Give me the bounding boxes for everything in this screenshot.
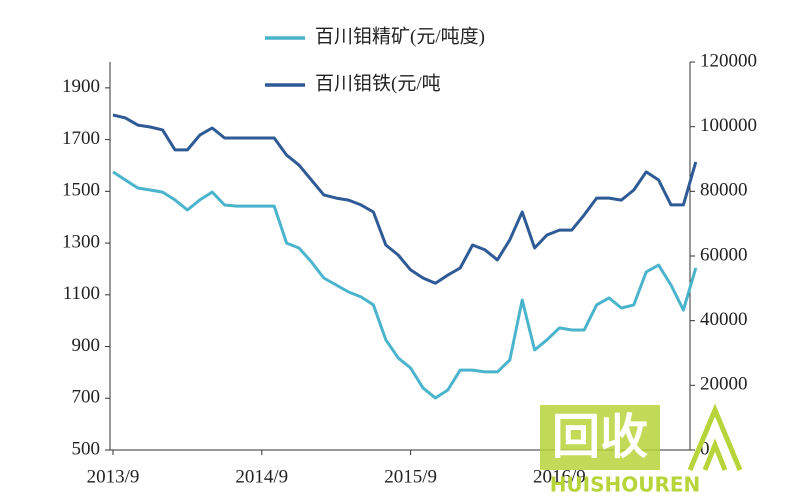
x-tick-label: 2014/9 [235, 466, 288, 487]
y2-tick-label: 100000 [700, 115, 757, 136]
watermark-text: HUISHOUREN [550, 473, 701, 497]
y-tick-label: 900 [72, 335, 101, 356]
y2-tick-label: 40000 [700, 309, 748, 330]
y-tick-label: 1100 [63, 283, 100, 304]
watermark-logo: 回收 [552, 409, 648, 465]
y2-tick-label: 120000 [700, 50, 757, 71]
watermark-box [540, 405, 660, 470]
y-tick-label: 1500 [62, 180, 100, 201]
y2-tick-label: 20000 [700, 374, 748, 395]
x-tick-label: 2016/9 [533, 466, 586, 487]
watermark-icon [687, 403, 743, 471]
y-tick-label: 500 [72, 438, 101, 459]
series-line [112, 113, 698, 285]
legend-label: 百川钼精矿(元/吨度) [315, 25, 485, 47]
y2-tick-label: 80000 [700, 180, 748, 201]
x-tick-label: 2015/9 [384, 466, 437, 487]
y2-tick-label: 0 [700, 438, 710, 459]
legend-label: 百川钼铁(元/吨 [315, 72, 441, 94]
y2-tick-label: 60000 [700, 244, 748, 265]
y-tick-label: 1700 [62, 128, 100, 149]
series-line [112, 170, 698, 400]
y-tick-label: 1900 [62, 76, 100, 97]
y-tick-label: 1300 [62, 231, 100, 252]
y-tick-label: 700 [72, 387, 101, 408]
x-tick-label: 2013/9 [87, 466, 140, 487]
